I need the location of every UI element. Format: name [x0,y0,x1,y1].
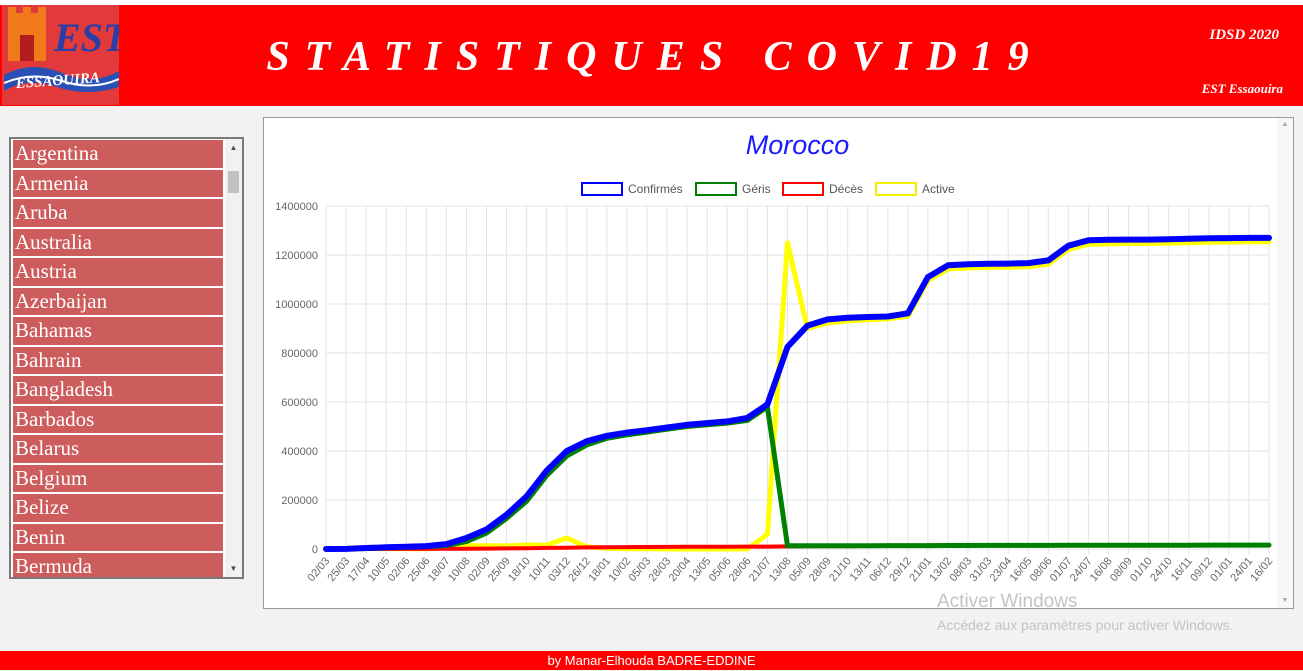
scrollbar-thumb[interactable] [228,171,239,193]
panel-scroll-up-arrow-icon[interactable]: ▲ [1281,121,1289,128]
legend-swatch-4 [875,182,917,196]
y-tick-label: 0 [312,544,318,556]
y-tick-label: 800000 [281,348,318,360]
y-tick-label: 200000 [281,495,318,507]
legend-label-4: Active [922,182,955,196]
scroll-down-arrow-icon[interactable]: ▼ [229,564,238,573]
footer-credit: by Manar-Elhouda BADRE-EDDINE [0,651,1303,670]
x-tick-label: 24/10 [1148,555,1175,584]
y-tick-label: 400000 [281,446,318,458]
country-item[interactable]: Barbados [13,405,223,433]
country-item[interactable]: Belgium [13,464,223,492]
svg-text:EST: EST [53,15,119,60]
covid-line-chart: Morocco Confirmés Géris Décès Active 1400000 1… [275,130,1275,584]
legend-label-1: Confirmés [628,182,683,196]
legend-label-2: Géris [742,182,771,196]
activation-watermark-subtitle: Accédez aux paramètres pour activer Wind… [937,617,1234,633]
country-item[interactable]: Bahamas [13,317,223,345]
y-tick-label: 1400000 [275,201,318,213]
country-item[interactable]: Belize [13,494,223,522]
panel-scroll-down-arrow-icon[interactable]: ▼ [1281,597,1289,604]
y-tick-label: 1000000 [275,299,318,311]
country-item[interactable]: Bangladesh [13,376,223,404]
country-item[interactable]: Australia [13,228,223,256]
country-item[interactable]: Belarus [13,435,223,463]
country-item[interactable]: Armenia [13,169,223,197]
header-program-label: IDSD 2020 [1209,27,1279,43]
header-banner: EST ESSAOUIRA STATISTIQUES COVID19 IDSD … [0,5,1303,106]
legend-swatch-2 [695,182,737,196]
country-item[interactable]: Aruba [13,199,223,227]
y-tick-label: 600000 [281,397,318,409]
chart-panel: Morocco Confirmés Géris Décès Active 1400000 1… [263,117,1294,609]
country-item[interactable]: Azerbaijan [13,287,223,315]
page-title: STATISTIQUES COVID19 [266,34,1044,80]
country-item[interactable]: Benin [13,523,223,551]
country-list-scrollbar[interactable]: ▲ ▼ [225,139,242,577]
country-item[interactable]: Argentina [13,140,223,168]
legend-swatch-3 [782,182,824,196]
est-essaouira-logo: EST ESSAOUIRA [2,5,119,105]
legend-label-3: Décès [829,182,863,196]
x-tick-label: 21/10 [827,555,854,584]
series-line-4 [323,239,1272,552]
country-list-items: Argentina Armenia Aruba Australia Austria Aze… [13,140,223,577]
series-line-2 [323,404,1272,552]
country-list[interactable]: Argentina Armenia Aruba Australia Austria Aze… [9,137,244,579]
country-item[interactable]: Austria [13,258,223,286]
country-item[interactable]: Bermuda [13,553,223,577]
x-tick-label: 18/10 [506,555,533,584]
y-tick-label: 1200000 [275,250,318,262]
scroll-up-arrow-icon[interactable]: ▲ [229,143,238,152]
chart-panel-scrollbar[interactable]: ▲ ▼ [1277,118,1293,608]
svg-text:ESSAOUIRA: ESSAOUIRA [14,70,100,92]
series-line-1 [323,234,1272,552]
x-tick-label: 16/02 [1248,555,1275,584]
activation-watermark-title: Activer Windows [937,591,1078,612]
chart-title: Morocco [746,130,850,160]
top-strip [0,0,1303,5]
legend-swatch-1 [581,182,623,196]
header-school-label: EST Essaouira [1201,81,1283,96]
country-item[interactable]: Bahrain [13,346,223,374]
